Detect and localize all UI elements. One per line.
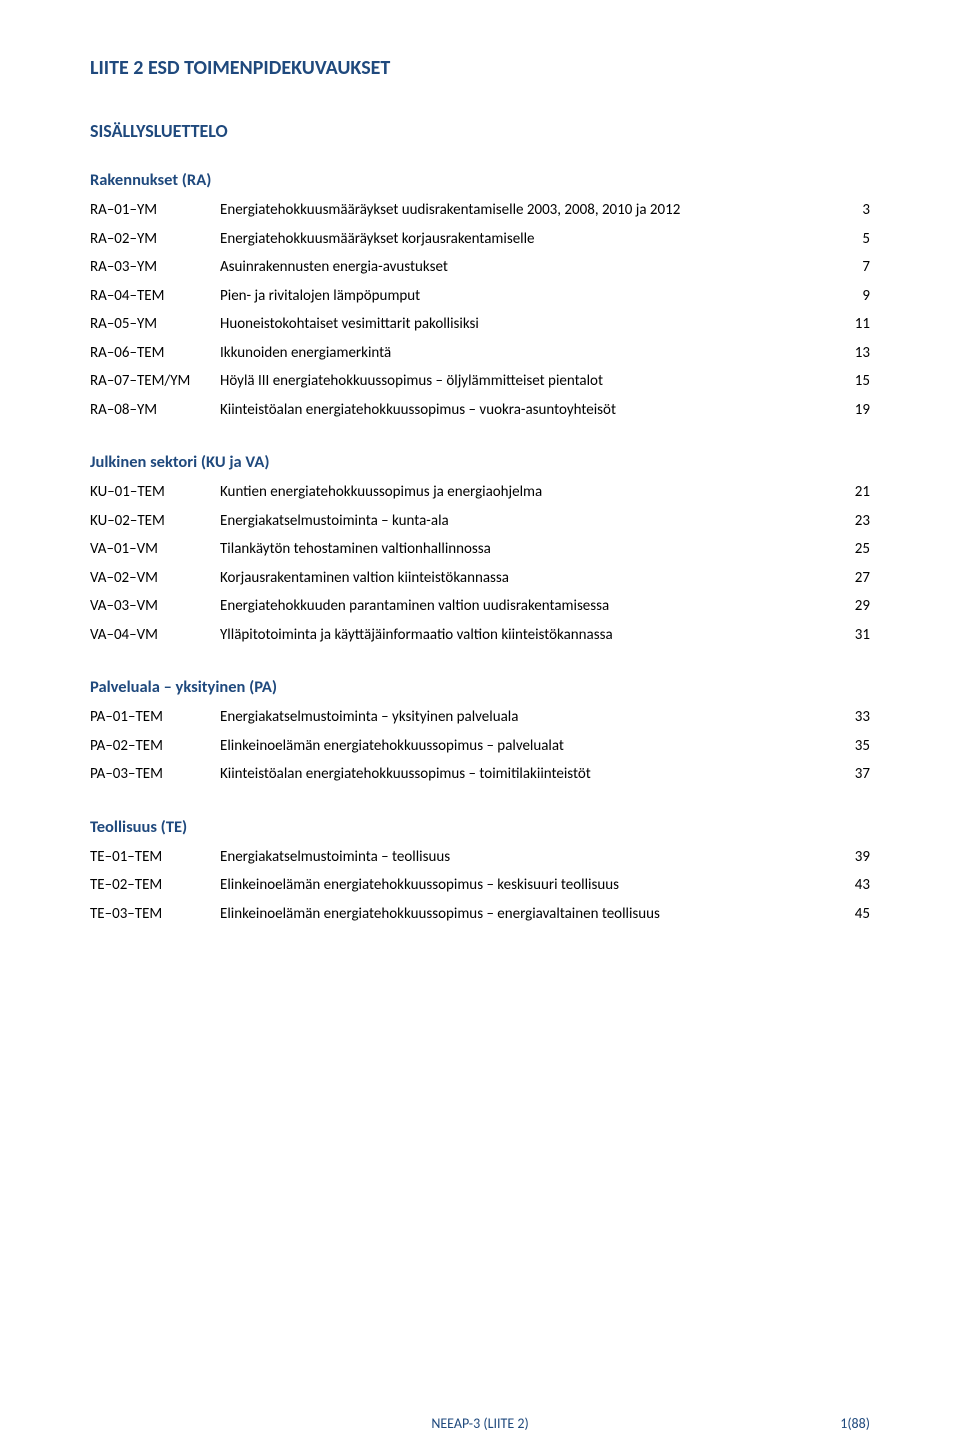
toc-page-number: 19: [830, 396, 870, 425]
toc-page-number: 31: [830, 621, 870, 650]
toc-page-number: 15: [830, 367, 870, 396]
page: LIITE 2 ESD TOIMENPIDEKUVAUKSET SISÄLLYS…: [0, 0, 960, 1451]
toc-code: PA–03–TEM: [90, 760, 220, 789]
toc-page-number: 37: [830, 760, 870, 789]
toc-description: Kiinteistöalan energiatehokkuussopimus –…: [220, 396, 830, 425]
toc-code: RA–03–YM: [90, 253, 220, 282]
footer-center-text: NEEAP-3 (LIITE 2): [90, 1415, 870, 1432]
toc-page-number: 3: [830, 196, 870, 225]
toc-page-number: 25: [830, 535, 870, 564]
toc-code: RA–08–YM: [90, 396, 220, 425]
toc-page-number: 23: [830, 507, 870, 536]
toc-code: PA–02–TEM: [90, 732, 220, 761]
toc-row: PA–01–TEMEnergiakatselmustoiminta – yksi…: [90, 703, 870, 732]
toc-group-title: Palveluala – yksityinen (PA): [90, 677, 870, 697]
toc-row: VA–04–VMYlläpitotoiminta ja käyttäjäinfo…: [90, 621, 870, 650]
toc-group-title: Teollisuus (TE): [90, 817, 870, 837]
toc-row: RA–08–YMKiinteistöalan energiatehokkuuss…: [90, 396, 870, 425]
toc-description: Pien- ja rivitalojen lämpöpumput: [220, 282, 830, 311]
toc-code: TE–03–TEM: [90, 900, 220, 929]
toc-page-number: 39: [830, 843, 870, 872]
toc-row: RA–07–TEM/YMHöylä III energiatehokkuusso…: [90, 367, 870, 396]
toc-group-title: Julkinen sektori (KU ja VA): [90, 452, 870, 472]
document-title: LIITE 2 ESD TOIMENPIDEKUVAUKSET: [90, 56, 870, 80]
toc-group-title: Rakennukset (RA): [90, 170, 870, 190]
toc-row: RA–04–TEMPien- ja rivitalojen lämpöpumpu…: [90, 282, 870, 311]
toc-description: Elinkeinoelämän energiatehokkuussopimus …: [220, 871, 830, 900]
toc-description: Huoneistokohtaiset vesimittarit pakollis…: [220, 310, 830, 339]
toc-page-number: 29: [830, 592, 870, 621]
toc-row: PA–02–TEMElinkeinoelämän energiatehokkuu…: [90, 732, 870, 761]
toc-table: KU–01–TEMKuntien energiatehokkuussopimus…: [90, 478, 870, 649]
toc-code: KU–01–TEM: [90, 478, 220, 507]
toc-table: RA–01–YMEnergiatehokkuusmääräykset uudis…: [90, 196, 870, 424]
toc-description: Energiakatselmustoiminta – yksityinen pa…: [220, 703, 830, 732]
toc-description: Elinkeinoelämän energiatehokkuussopimus …: [220, 732, 830, 761]
toc-code: RA–01–YM: [90, 196, 220, 225]
toc-description: Ikkunoiden energiamerkintä: [220, 339, 830, 368]
toc-row: TE–03–TEMElinkeinoelämän energiatehokkuu…: [90, 900, 870, 929]
toc-row: TE–01–TEMEnergiakatselmustoiminta – teol…: [90, 843, 870, 872]
toc-description: Kuntien energiatehokkuussopimus ja energ…: [220, 478, 830, 507]
toc-page-number: 11: [830, 310, 870, 339]
toc-description: Energiatehokkuusmääräykset korjausrakent…: [220, 225, 830, 254]
toc-code: PA–01–TEM: [90, 703, 220, 732]
toc-code: TE–02–TEM: [90, 871, 220, 900]
toc-row: VA–01–VMTilankäytön tehostaminen valtion…: [90, 535, 870, 564]
toc-code: TE–01–TEM: [90, 843, 220, 872]
toc-code: VA–01–VM: [90, 535, 220, 564]
toc-code: RA–05–YM: [90, 310, 220, 339]
toc-row: PA–03–TEMKiinteistöalan energiatehokkuus…: [90, 760, 870, 789]
toc-page-number: 43: [830, 871, 870, 900]
toc-row: RA–05–YMHuoneistokohtaiset vesimittarit …: [90, 310, 870, 339]
toc-page-number: 33: [830, 703, 870, 732]
toc-row: RA–06–TEMIkkunoiden energiamerkintä13: [90, 339, 870, 368]
toc-table: PA–01–TEMEnergiakatselmustoiminta – yksi…: [90, 703, 870, 789]
toc-description: Korjausrakentaminen valtion kiinteistöka…: [220, 564, 830, 593]
toc-page-number: 7: [830, 253, 870, 282]
toc-page-number: 21: [830, 478, 870, 507]
toc-row: RA–03–YMAsuinrakennusten energia-avustuk…: [90, 253, 870, 282]
toc-row: KU–01–TEMKuntien energiatehokkuussopimus…: [90, 478, 870, 507]
toc-row: VA–03–VMEnergiatehokkuuden parantaminen …: [90, 592, 870, 621]
toc-container: Rakennukset (RA) RA–01–YMEnergiatehokkuus…: [90, 170, 870, 928]
toc-code: RA–02–YM: [90, 225, 220, 254]
toc-row: RA–02–YMEnergiatehokkuusmääräykset korja…: [90, 225, 870, 254]
section-title: SISÄLLYSLUETTELO: [90, 120, 870, 142]
toc-page-number: 35: [830, 732, 870, 761]
toc-description: Asuinrakennusten energia-avustukset: [220, 253, 830, 282]
toc-code: RA–04–TEM: [90, 282, 220, 311]
toc-row: VA–02–VMKorjausrakentaminen valtion kiin…: [90, 564, 870, 593]
toc-description: Kiinteistöalan energiatehokkuussopimus –…: [220, 760, 830, 789]
toc-description: Ylläpitotoiminta ja käyttäjäinformaatio …: [220, 621, 830, 650]
toc-description: Elinkeinoelämän energiatehokkuussopimus …: [220, 900, 830, 929]
toc-code: RA–07–TEM/YM: [90, 367, 220, 396]
toc-table: TE–01–TEMEnergiakatselmustoiminta – teol…: [90, 843, 870, 929]
toc-row: RA–01–YMEnergiatehokkuusmääräykset uudis…: [90, 196, 870, 225]
toc-description: Energiakatselmustoiminta – kunta-ala: [220, 507, 830, 536]
toc-code: VA–02–VM: [90, 564, 220, 593]
toc-code: KU–02–TEM: [90, 507, 220, 536]
toc-page-number: 45: [830, 900, 870, 929]
footer-page-number: 1(88): [840, 1415, 870, 1432]
toc-code: VA–03–VM: [90, 592, 220, 621]
toc-description: Energiakatselmustoiminta – teollisuus: [220, 843, 830, 872]
toc-row: TE–02–TEMElinkeinoelämän energiatehokkuu…: [90, 871, 870, 900]
toc-page-number: 9: [830, 282, 870, 311]
toc-description: Höylä III energiatehokkuussopimus – öljy…: [220, 367, 830, 396]
toc-page-number: 27: [830, 564, 870, 593]
toc-row: KU–02–TEMEnergiakatselmustoiminta – kunt…: [90, 507, 870, 536]
toc-page-number: 13: [830, 339, 870, 368]
toc-code: VA–04–VM: [90, 621, 220, 650]
toc-code: RA–06–TEM: [90, 339, 220, 368]
toc-description: Energiatehokkuusmääräykset uudisrakentam…: [220, 196, 830, 225]
toc-page-number: 5: [830, 225, 870, 254]
toc-description: Energiatehokkuuden parantaminen valtion …: [220, 592, 830, 621]
toc-description: Tilankäytön tehostaminen valtionhallinno…: [220, 535, 830, 564]
